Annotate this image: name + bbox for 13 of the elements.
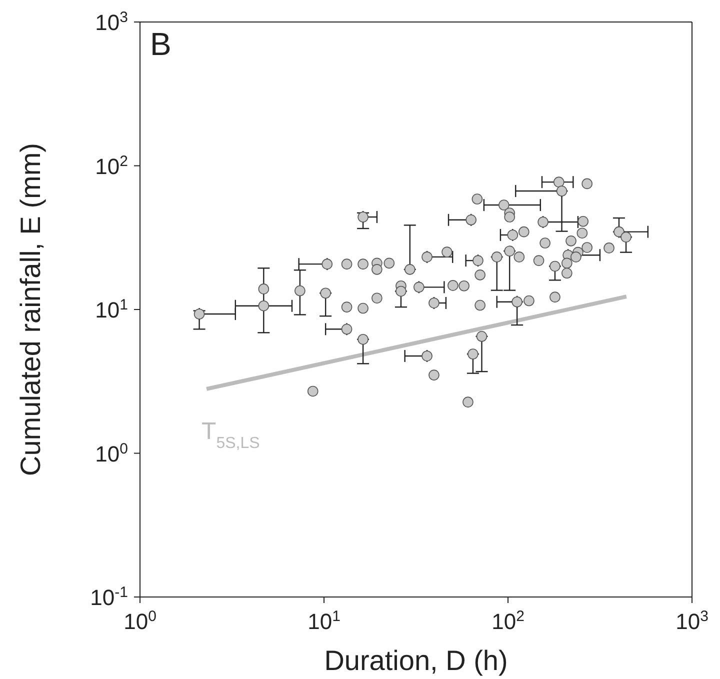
y-axis-title: Cumulated rainfall, E (mm) xyxy=(14,143,46,476)
y-tick-label: 10$^{0}$ xyxy=(95,440,128,466)
y-tick-label: 10$^{2}$ xyxy=(95,152,128,179)
x-axis-title: Duration, D (h) xyxy=(324,645,508,676)
series-label: T$_{5S,LS}$ xyxy=(202,418,260,452)
y-tick-label: 10$^{3}$ xyxy=(95,8,128,35)
x-tick-label: 10$^{3}$ xyxy=(676,608,708,634)
y-tick-label: 10$^{-1}$ xyxy=(90,584,128,610)
x-tick-label: 10$^{0}$ xyxy=(124,608,156,634)
chart-title: B xyxy=(150,26,172,63)
x-tick-label: 10$^{2}$ xyxy=(492,608,524,634)
y-tick-label: 10$^{1}$ xyxy=(95,296,128,322)
x-tick-label: 10$^{1}$ xyxy=(308,608,340,634)
